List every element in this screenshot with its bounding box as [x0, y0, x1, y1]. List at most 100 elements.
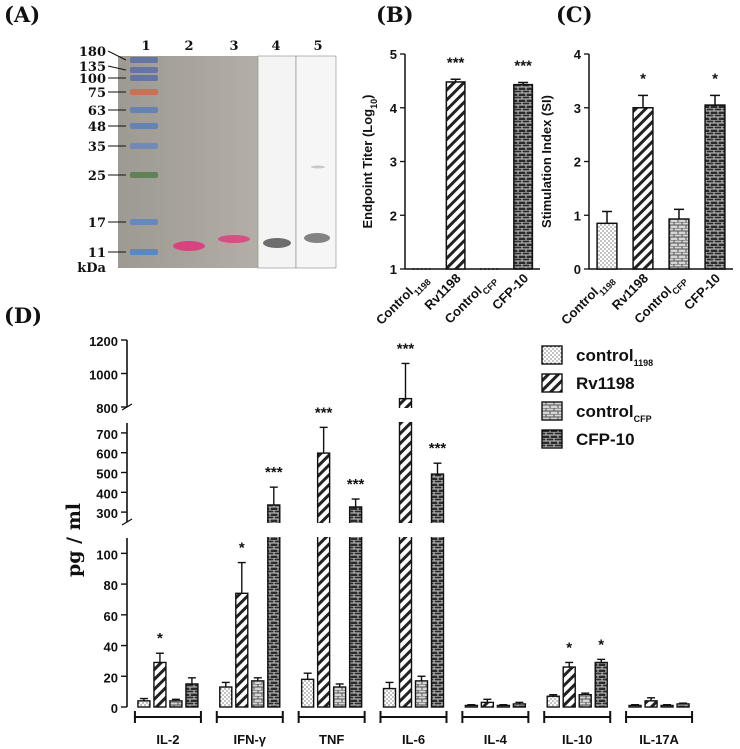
y-tick-label-4: 4 [390, 101, 398, 116]
bar-break-gap [266, 523, 281, 537]
significance-IL-6-CFP-10: *** [429, 440, 447, 457]
y-tick-label-3: 3 [574, 101, 581, 116]
y-tick-label-1200: 1200 [89, 334, 118, 349]
bar-3 [513, 83, 534, 270]
axis-break-mark-1 [121, 518, 133, 526]
lane-number-3: 3 [229, 39, 238, 54]
panel-label-a: (A) [4, 2, 40, 27]
legend-label-1: Rv1198 [576, 374, 635, 393]
marker-label-100: 100 [79, 72, 106, 87]
bar-IL-2-CFP-10 [185, 683, 199, 708]
bar-IL-17A-control1198 [628, 704, 642, 708]
ladder-band-100 [130, 75, 158, 81]
y-axis-title: Endpoint Titer (Log10) [360, 95, 379, 229]
significance-1: *** [447, 54, 465, 71]
band-lane-5 [304, 233, 330, 243]
bar-break-gap [348, 523, 363, 537]
bar-break-gap [398, 523, 413, 537]
bar-1 [445, 81, 466, 270]
panel-b-chart: 12345Control1198***Rv1198ControlCFP***CF… [360, 47, 540, 328]
y-tick-label-500: 500 [96, 467, 118, 482]
bar-IFN-γ-control1198 [219, 686, 233, 708]
category-label-IL-2: IL-2 [156, 732, 179, 747]
bar-IL-4-Rv1198 [480, 701, 495, 708]
ladder-band-35 [130, 143, 158, 149]
y-tick-label-100: 100 [96, 547, 118, 562]
significance-IL-10-Rv1198: * [566, 639, 572, 656]
bar-IL-4-controlCFP [496, 704, 511, 708]
significance-3: *** [514, 57, 532, 74]
y-tick-label-4: 4 [574, 47, 582, 62]
bar-1 [632, 107, 654, 270]
lane-number-4: 4 [271, 39, 280, 54]
bar-IL-6-CFP-10 [430, 473, 445, 708]
bar-IFN-γ-controlCFP [251, 680, 265, 708]
ladder-band-75 [130, 89, 158, 95]
category-label-IFN-γ: IFN-γ [234, 732, 267, 747]
category-label-IL-10: IL-10 [562, 732, 592, 747]
y-axis-title: pg / ml [63, 503, 85, 577]
marker-leader-180 [107, 50, 127, 61]
legend-label-3: CFP-10 [576, 430, 635, 449]
panel-c-chart: 01234Control1198*Rv1198ControlCFP*CFP-10… [539, 47, 733, 328]
bar-IL-17A-controlCFP [660, 704, 674, 708]
bar-IL-4-control1198 [464, 704, 479, 708]
significance-TNF-Rv1198: *** [315, 404, 333, 421]
y-tick-label-800: 800 [96, 401, 118, 416]
panel-d-chart: 0 20 40 60 80 100 300 400 500 600 700 800 1000 1200 pg… [63, 334, 694, 747]
bar-IL-10-controlCFP [578, 694, 592, 708]
bar-TNF-control1198 [300, 678, 315, 708]
y-axis-title: Stimulation Index (SI) [539, 95, 554, 228]
marker-label-17: 17 [88, 216, 106, 231]
bar-TNF-controlCFP [332, 686, 347, 708]
bar-3 [704, 104, 726, 270]
bar-IL-10-CFP-10 [594, 661, 608, 708]
bar-IL-10-Rv1198 [562, 666, 576, 708]
significance-TNF-CFP-10: *** [347, 476, 365, 493]
bar-IL-2-controlCFP [169, 700, 183, 708]
lane-number-2: 2 [184, 39, 193, 54]
faint-band-lane-5 [311, 165, 325, 169]
marker-label-25: 25 [88, 169, 106, 184]
legend-swatch-3 [541, 429, 563, 449]
y-tick-label-1: 1 [390, 262, 397, 277]
bar-IL-17A-CFP-10 [676, 703, 690, 708]
lane-number-1: 1 [141, 39, 150, 54]
marker-label-63: 63 [88, 104, 106, 119]
significance-IFN-γ-Rv1198: * [239, 540, 245, 557]
legend-swatch-1 [541, 373, 563, 393]
legend-swatch-0 [541, 345, 563, 365]
category-label-IL-17A: IL-17A [639, 732, 679, 747]
panel-label-d: (D) [4, 303, 42, 328]
significance-3: * [712, 70, 718, 87]
significance-IL-10-CFP-10: * [598, 636, 604, 653]
marker-label-48: 48 [88, 120, 106, 135]
bar-TNF-Rv1198 [316, 452, 331, 708]
y-tick-label-2: 2 [574, 155, 581, 170]
category-label-3: CFP-10 [489, 271, 531, 313]
y-tick-label-600: 600 [96, 447, 118, 462]
ladder-band-11 [130, 249, 158, 255]
legend-label-2: controlCFP [576, 402, 652, 424]
ladder-band-48 [130, 123, 158, 129]
bar-2 [668, 218, 690, 270]
significance-IL-6-Rv1198: *** [397, 340, 415, 357]
panel-label-c: (C) [556, 2, 593, 27]
bar-break-gap [316, 523, 331, 537]
category-label-3: CFP-10 [681, 271, 723, 313]
bar-IFN-γ-Rv1198 [235, 592, 249, 708]
marker-label-135: 135 [79, 60, 106, 75]
marker-label-180: 180 [79, 45, 106, 60]
marker-unit: kDa [77, 261, 106, 276]
ladder-band-135 [130, 67, 158, 73]
band-lane-3 [218, 235, 250, 243]
y-tick-label-400: 400 [96, 486, 118, 501]
bar-IL-6-Rv1198 [398, 397, 413, 708]
ladder-band-180 [130, 57, 158, 63]
bar-break-gap [398, 408, 413, 422]
significance-IL-2-Rv1198: * [157, 630, 163, 647]
bar-IL-6-control1198 [382, 687, 397, 708]
bar-0 [596, 222, 618, 270]
